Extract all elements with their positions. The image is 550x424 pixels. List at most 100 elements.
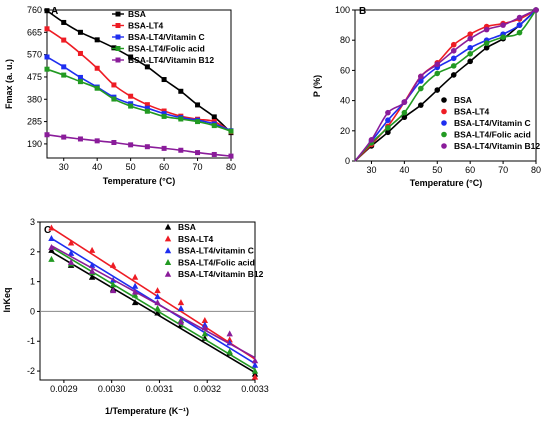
x-axis-label: Temperature (°C) [103,176,175,186]
data-point [434,61,441,68]
data-point [226,330,233,337]
data-point [228,128,234,134]
data-point [228,153,234,159]
legend-label: BSA-LT4 [178,234,214,244]
series [44,54,234,134]
data-point [483,40,490,47]
plot-frame [39,221,256,381]
data-point [111,82,117,88]
y-tick-label: 0 [345,156,350,166]
data-point [94,85,100,91]
legend-label: BSA-LT4/Folic acid [128,44,205,54]
y-axis-label: P (%) [312,75,322,97]
data-point [144,105,150,111]
legend-marker [441,97,447,103]
data-point [88,267,96,274]
legend-marker [441,131,447,138]
series-line [46,133,232,157]
x-tick-label: 0.0029 [50,384,78,394]
fit-line [51,246,256,371]
x-tick-label: 30 [59,162,69,172]
fit-line [51,245,256,359]
legend-label: BSA-LT4/vitamin C [178,246,254,256]
data-point [144,108,150,114]
x-axis-label: 1/Temperature (K⁻¹) [105,406,189,416]
data-point [44,26,50,32]
legend-label: BSA-LT4/Vitamin C [128,32,205,42]
data-point [251,361,259,368]
data-point [94,37,100,43]
legend-marker [441,143,447,149]
y-tick-label: 665 [27,27,42,37]
data-point [44,54,50,60]
data-point [61,134,67,140]
y-tick-label: 285 [27,117,42,127]
data-point [450,72,457,78]
data-point [483,26,490,33]
y-tick-label: 2 [30,247,35,257]
x-tick-label: 80 [226,162,236,172]
y-tick-label: 20 [340,126,350,136]
data-point [77,79,83,85]
data-point [48,224,55,231]
data-point [154,293,161,300]
data-point [467,58,473,65]
data-point [109,287,117,294]
data-point [67,239,75,246]
data-point [226,348,233,355]
data-point [48,255,55,262]
data-point [67,258,75,265]
data-point [177,299,185,306]
y-tick-label: 1 [30,277,35,287]
data-point [211,123,217,129]
legend-marker [164,235,172,242]
x-tick-label: 60 [465,165,475,175]
data-point [154,299,161,306]
data-point [77,136,83,142]
fit-line [51,227,256,360]
data-point [48,234,55,241]
data-point [77,74,83,80]
data-point [61,19,67,25]
series [48,243,259,364]
data-point [368,137,375,143]
data-point [251,357,259,364]
data-point [131,273,139,280]
data-point [131,299,139,306]
data-point [434,70,441,77]
y-tick-label: -1 [27,336,35,346]
x-tick-label: 40 [92,162,102,172]
data-point [385,117,391,124]
y-tick-label: 60 [340,65,350,75]
panel-c: 0.0029 0.0030 0.0031 0.0032 0.0033 -2 -1 0 1 2 3 1/… [2,217,269,416]
data-point [131,288,139,295]
data-point [385,109,391,116]
data-point [385,129,391,136]
data-point [211,151,217,157]
data-point [500,34,506,40]
data-point [201,324,209,331]
y-tick-label: -2 [27,366,35,376]
data-point [467,44,473,51]
legend-label: BSA-LT4/Vitamin B12 [128,55,214,65]
legend-label: BSA [128,9,146,19]
data-point [94,65,100,71]
data-point [500,22,506,28]
data-point [178,88,184,94]
legend-marker [441,120,447,126]
data-point [88,261,96,268]
x-tick-label: 70 [498,165,508,175]
x-tick-label: 30 [366,165,376,175]
x-tick-label: 0.0032 [193,384,221,394]
data-point [483,44,490,51]
legend-label: BSA [178,222,196,232]
legend-label: BSA-LT4/Folic acid [454,130,531,140]
plot-frame [46,9,232,159]
data-point [109,281,117,288]
data-point [467,31,473,37]
y-tick-label: 475 [27,72,42,82]
data-point [533,7,539,13]
panel-letter: C [44,225,51,236]
data-point [467,50,473,57]
